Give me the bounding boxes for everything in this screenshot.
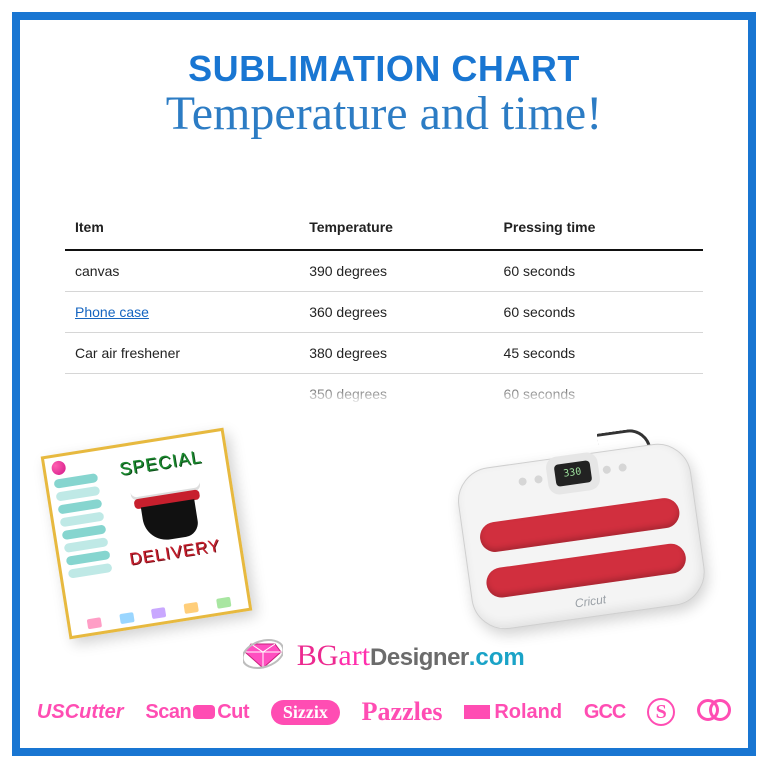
title-subtitle: Temperature and time!	[20, 86, 748, 141]
cell-item-link[interactable]: Phone case	[65, 292, 299, 333]
logo-uscutter: USCutter	[37, 701, 124, 724]
format-icon	[216, 597, 231, 609]
col-item: Item	[65, 209, 299, 250]
cell-item: Car air freshener	[65, 333, 299, 374]
heatpress-button-icon	[618, 463, 627, 472]
table-row: Car air freshener 380 degrees 45 seconds	[65, 333, 703, 374]
col-pressing-time: Pressing time	[494, 209, 703, 250]
cell-temperature: 360 degrees	[299, 292, 493, 333]
heatpress-button-icon	[534, 475, 543, 484]
gem-icon	[51, 460, 67, 476]
partner-logo-strip: USCutter Scan Cut Sizzix Pazzles Roland G…	[20, 692, 748, 732]
cell-temperature: 390 degrees	[299, 250, 493, 292]
logo-scan-text: Scan	[145, 701, 191, 723]
cell-time: 60 seconds	[494, 374, 703, 415]
format-icon	[151, 607, 166, 619]
cell-temperature: 380 degrees	[299, 333, 493, 374]
logo-gcc: GCC	[584, 701, 625, 724]
logo-pazzles: Pazzles	[362, 697, 443, 727]
sublimation-table: Item Temperature Pressing time canvas 39…	[65, 209, 703, 414]
cell-item: canvas	[65, 250, 299, 292]
table-row: canvas 390 degrees 60 seconds	[65, 250, 703, 292]
outer-frame: SUBLIMATION CHART Temperature and time! …	[12, 12, 756, 756]
art-text-top: SPECIAL	[103, 444, 218, 482]
brand-designer: Designer	[370, 644, 469, 671]
bow-icon	[193, 705, 215, 719]
cell-time: 45 seconds	[494, 333, 703, 374]
logo-silhouette-icon: S	[647, 698, 675, 726]
heatpress-image: 330 Cricut	[452, 427, 709, 633]
heatpress-handle	[485, 542, 688, 600]
cell-time: 60 seconds	[494, 250, 703, 292]
heatpress-button-icon	[602, 465, 611, 474]
logo-cut-text: Cut	[217, 701, 249, 723]
col-temperature: Temperature	[299, 209, 493, 250]
design-preview-card: SPECIAL DELIVERY	[41, 428, 253, 640]
diamond-icon	[243, 638, 283, 678]
table-row: Phone case 360 degrees 60 seconds	[65, 292, 703, 333]
table-row-cutoff: 350 degrees 60 seconds	[65, 374, 703, 415]
logo-sizzix: Sizzix	[271, 700, 340, 725]
logo-roland: Roland	[464, 701, 562, 724]
brand-bg: BG	[297, 639, 339, 672]
brand-logo: BGartDesigner.com	[20, 638, 748, 678]
heatpress-button-icon	[518, 477, 527, 486]
cell-time: 60 seconds	[494, 292, 703, 333]
card-artwork: SPECIAL DELIVERY	[103, 444, 237, 605]
title-block: SUBLIMATION CHART Temperature and time!	[20, 48, 748, 141]
logo-owl-icon	[697, 699, 731, 725]
santa-boot-icon	[126, 472, 209, 547]
heatpress-screen: 330	[553, 460, 592, 487]
format-icon	[87, 617, 102, 629]
sidebar-pill	[68, 563, 113, 579]
cell-item	[65, 374, 299, 415]
title-main: SUBLIMATION CHART	[20, 48, 748, 90]
format-icon	[184, 602, 199, 614]
heatpress-brand-label: Cricut	[574, 592, 607, 610]
brand-art: art	[338, 639, 370, 672]
heatpress-body: 330 Cricut	[454, 439, 709, 633]
table-header-row: Item Temperature Pressing time	[65, 209, 703, 250]
logo-scanncut: Scan Cut	[145, 701, 249, 724]
brand-dotcom: .com	[469, 644, 525, 671]
cell-temperature: 350 degrees	[299, 374, 493, 415]
format-icon	[119, 612, 134, 624]
